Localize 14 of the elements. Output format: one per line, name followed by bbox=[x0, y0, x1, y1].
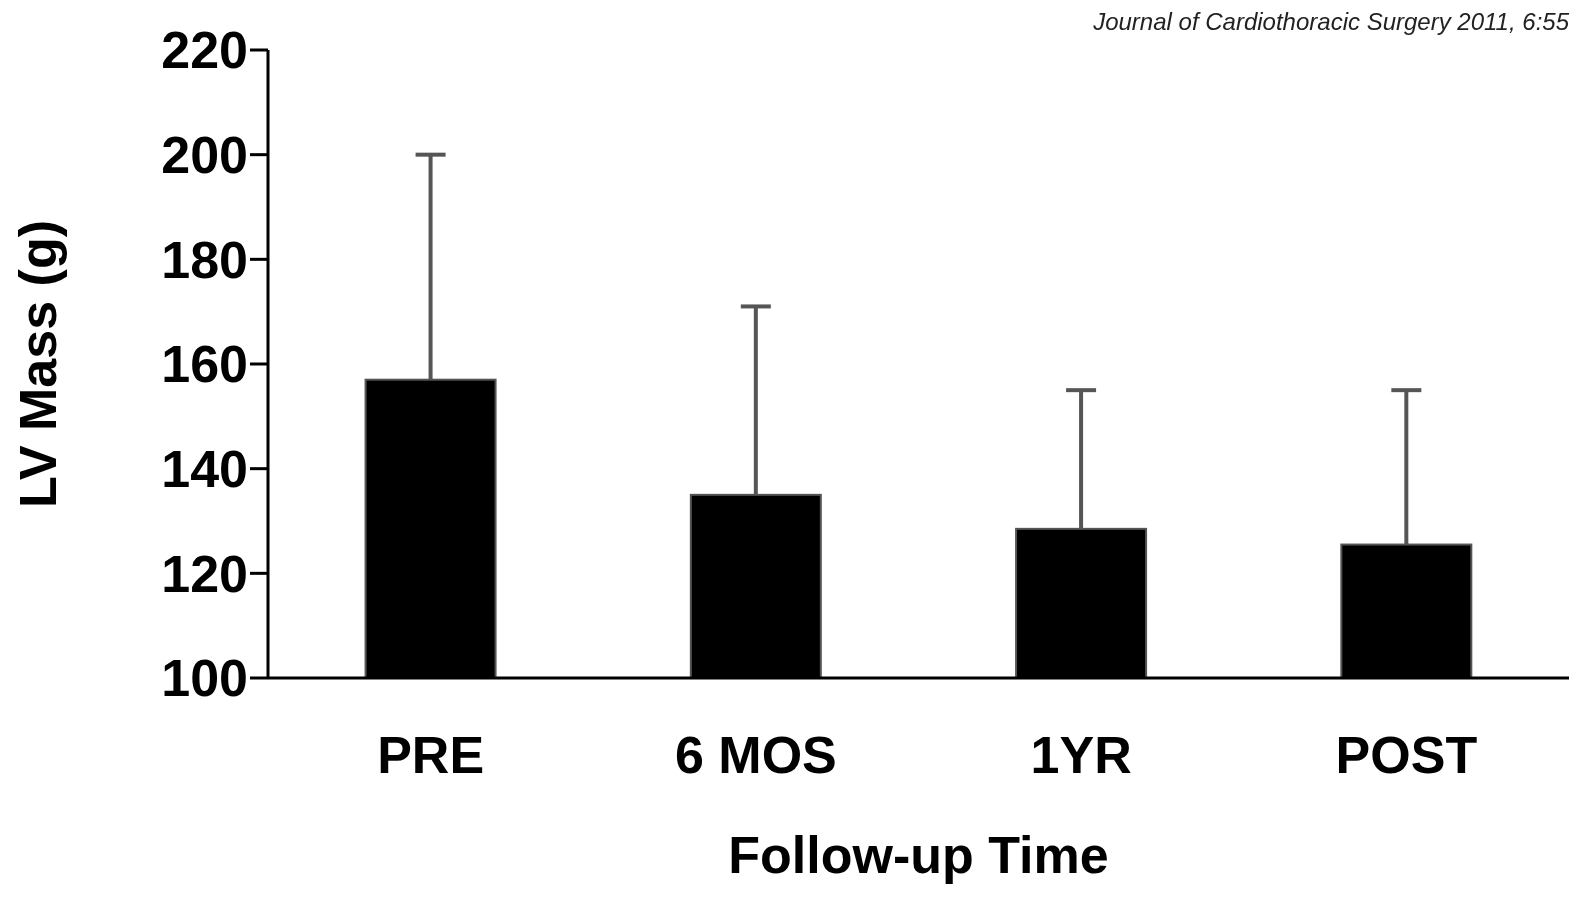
x-tick-label: PRE bbox=[377, 725, 485, 784]
y-axis-title: LV Mass (g) bbox=[9, 220, 68, 508]
x-tick-label: 1YR bbox=[1030, 725, 1132, 784]
x-tick-label: 6 MOS bbox=[674, 725, 837, 784]
y-tick-label: 220 bbox=[161, 21, 248, 80]
y-tick-label: 200 bbox=[161, 126, 248, 185]
x-axis-title: Follow-up Time bbox=[728, 826, 1109, 884]
x-tick-label: POST bbox=[1335, 725, 1478, 784]
y-tick-label: 140 bbox=[161, 440, 248, 499]
y-tick-label: 180 bbox=[161, 230, 248, 289]
y-tick-label: 100 bbox=[161, 649, 248, 708]
y-tick-label: 160 bbox=[161, 335, 248, 394]
text: Journal of Cardiothoracic Surgery 2011, 6:55 bbox=[1093, 8, 1569, 36]
y-tick-label: 120 bbox=[161, 544, 248, 603]
